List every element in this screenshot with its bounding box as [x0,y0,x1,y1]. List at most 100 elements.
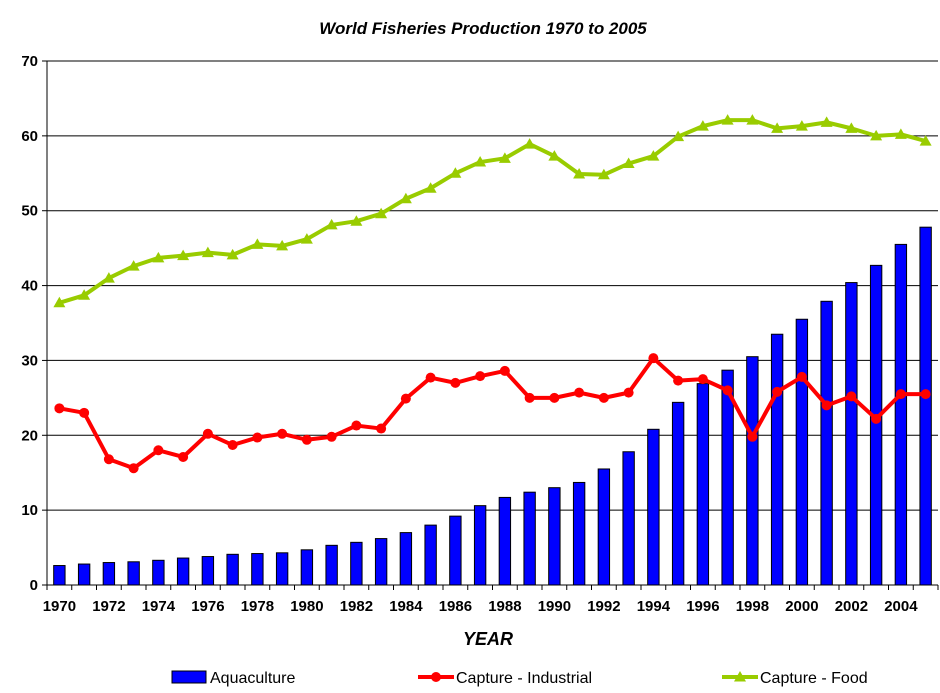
aquaculture-bar [770,333,784,586]
capture-industrial-point [252,432,263,443]
legend: Aquaculture Capture - Industrial Capture -… [171,670,868,687]
capture-industrial-point [277,428,288,439]
series-lines [53,114,932,474]
capture-industrial-point [301,434,312,445]
capture-industrial-point [425,372,436,383]
capture-food-point [498,152,511,163]
aquaculture-bar [53,565,66,586]
aquaculture-bar [523,491,536,586]
capture-food-point [746,114,759,125]
x-tick-label: 1998 [736,598,769,615]
aquaculture-bar [424,524,437,586]
aquaculture-bar [325,544,338,586]
aquaculture-bar [746,356,759,586]
aquaculture-bars [53,226,932,586]
aquaculture-bar [622,451,635,586]
aquaculture-bar [473,505,487,586]
aquaculture-bar [548,487,561,586]
x-tick-label: 1992 [587,598,620,615]
capture-food-point [672,130,685,142]
aquaculture-bar [498,496,512,586]
x-axis: 1970 1972 1974 1976 1978 1980 1982 1984 1986 1988… [43,584,939,615]
x-tick-label: 1986 [439,598,472,615]
x-tick-label: 1988 [488,598,521,615]
capture-industrial-point [103,454,114,465]
capture-industrial-point [747,431,758,442]
y-tick-label: 10 [21,502,38,519]
y-tick-label: 0 [30,577,38,594]
aquaculture-bar [374,538,388,586]
capture-food-point [300,233,313,244]
aquaculture-bar [176,557,190,586]
capture-food-point [523,138,536,149]
legend-label: Capture - Food [760,670,868,687]
capture-food-point [251,238,264,249]
legend-swatch-aquaculture [171,670,207,684]
capture-food-point [919,135,932,146]
aquaculture-bar [919,226,932,586]
capture-industrial-point [475,371,486,382]
capture-industrial-point [673,375,684,386]
x-tick-label: 1976 [191,598,224,615]
legend-swatch-marker [431,672,441,682]
aquaculture-bar [449,515,462,586]
capture-food-point [622,157,635,169]
capture-food-point [548,150,561,161]
aquaculture-bar [820,300,833,586]
aquaculture-bar [647,428,660,586]
capture-industrial-point [549,392,560,403]
capture-industrial-point [54,403,65,414]
capture-industrial-point [772,386,783,397]
x-tick-label: 1970 [43,598,76,615]
capture-industrial-point [821,400,832,411]
chart-title: World Fisheries Production 1970 to 2005 [319,19,647,38]
capture-food-point [894,128,907,139]
capture-food-point [771,122,784,133]
capture-food-point [276,239,289,251]
capture-industrial-point [524,392,535,403]
capture-industrial-point [326,431,337,442]
aquaculture-bar [275,552,289,586]
capture-food-point [102,272,115,283]
x-tick-label: 2004 [884,598,918,615]
x-tick-label: 2002 [835,598,868,615]
capture-industrial-point [202,428,213,439]
legend-swatch-marker [734,671,746,682]
capture-food-point [226,248,239,260]
capture-food-point [721,114,734,125]
aquaculture-bar [894,243,908,586]
capture-industrial-point [178,451,189,462]
capture-food-line [58,118,927,305]
y-tick-label: 50 [21,203,38,220]
capture-food-point [870,129,883,141]
aquaculture-bar [350,541,363,586]
capture-food-point [573,168,586,179]
aquaculture-bar [226,553,239,586]
capture-food-point [350,215,363,226]
capture-industrial-point [450,377,461,388]
capture-industrial-point [227,440,238,451]
capture-industrial-point [153,445,164,456]
capture-industrial-point [871,413,882,424]
aquaculture-bar [399,532,413,586]
x-axis-title: YEAR [463,629,513,649]
x-tick-label: 1978 [241,598,274,615]
aquaculture-bar [572,481,586,586]
aquaculture-bar [696,383,710,586]
capture-food-point [177,249,190,261]
capture-food-point [152,251,165,263]
capture-industrial-point [722,385,733,396]
capture-food-point [375,207,388,219]
capture-food-point [53,296,66,308]
aquaculture-bar [251,553,264,586]
capture-industrial-point [499,365,510,376]
capture-food-point [845,122,858,133]
capture-food-point [474,156,487,167]
capture-food-point [78,289,91,300]
x-tick-label: 1984 [389,598,423,615]
capture-industrial-point [128,463,139,474]
legend-label: Capture - Industrial [456,670,592,687]
aquaculture-bar [201,556,215,586]
capture-industrial-point [79,407,90,418]
